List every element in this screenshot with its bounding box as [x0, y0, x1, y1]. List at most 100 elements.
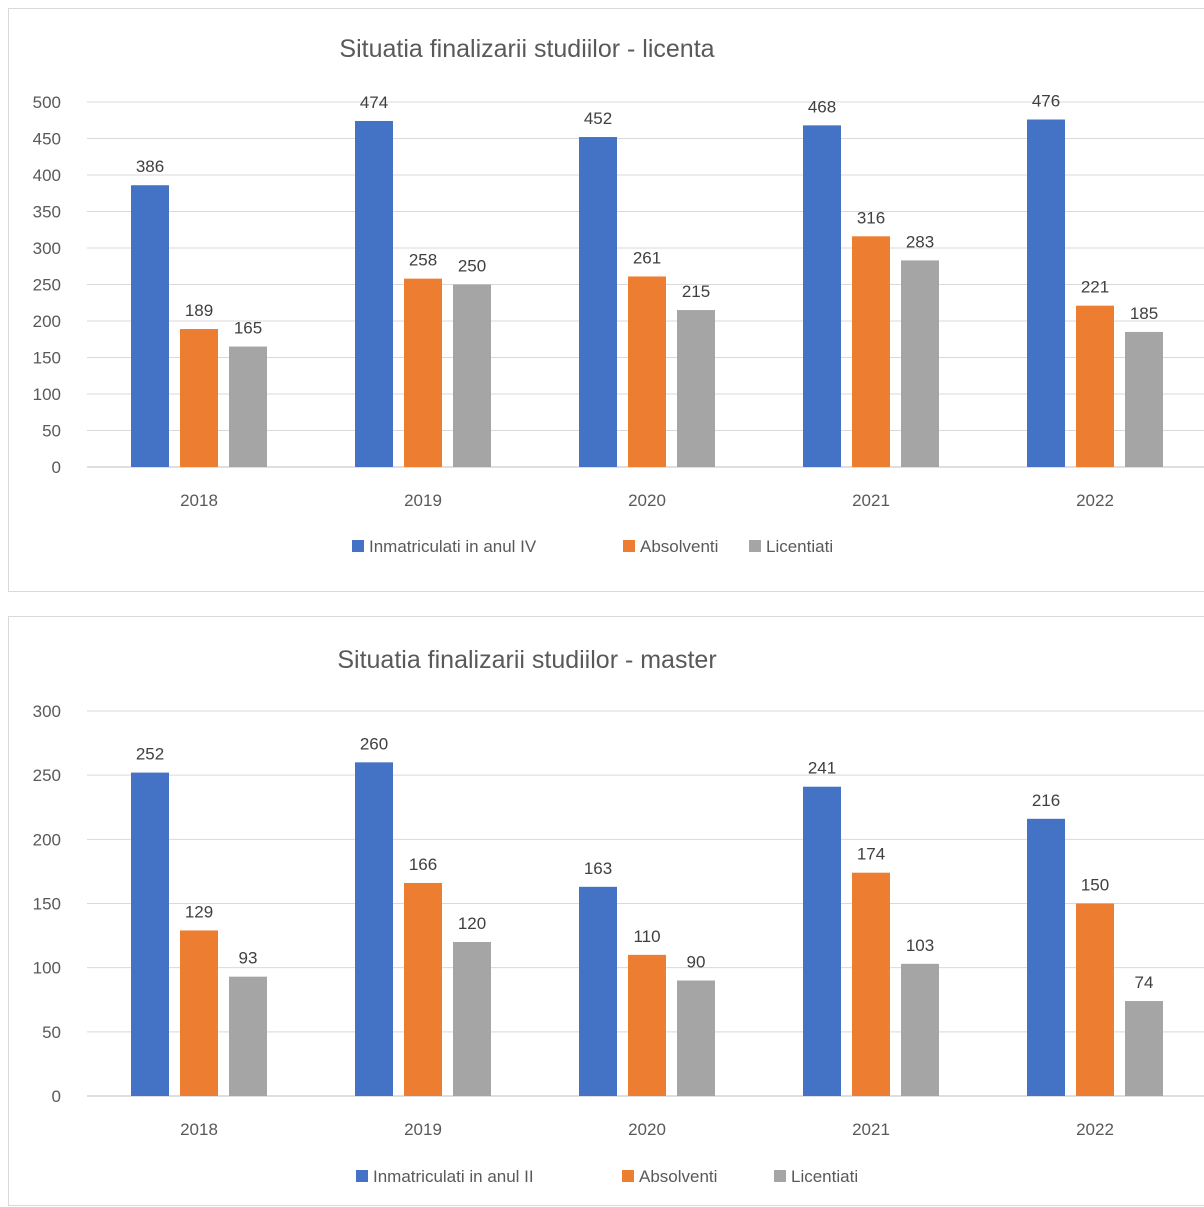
licenta-bar-absolventi-2018 [180, 329, 218, 467]
master-data-label: 103 [906, 936, 934, 955]
master-data-label: 129 [185, 902, 213, 921]
master-data-label: 166 [409, 855, 437, 874]
master-data-label: 120 [458, 914, 486, 933]
master-legend-label: Licentiati [791, 1167, 858, 1186]
master-data-label: 90 [687, 953, 706, 972]
master-bar-inmatriculati-in-anul-ii-2021 [803, 786, 841, 1096]
master-data-label: 241 [808, 759, 836, 778]
licenta-data-label: 476 [1032, 92, 1060, 111]
licenta-bar-inmatriculati-in-anul-iv-2022 [1027, 119, 1065, 468]
licenta-bar-licentiati-2020 [677, 310, 715, 467]
licenta-y-tick-label: 350 [33, 203, 61, 222]
master-bar-licentiati-2021 [901, 963, 939, 1096]
licenta-data-label: 261 [633, 248, 661, 267]
licenta-x-tick-label: 2021 [852, 491, 890, 510]
licenta-data-label: 221 [1081, 278, 1109, 297]
master-bar-licentiati-2020 [677, 980, 715, 1096]
licenta-y-tick-label: 150 [33, 349, 61, 368]
licenta-data-label: 468 [808, 97, 836, 116]
licenta-data-label: 165 [234, 319, 262, 338]
licenta-y-tick-label: 500 [33, 93, 61, 112]
master-bar-inmatriculati-in-anul-ii-2022 [1027, 818, 1065, 1096]
master-chart-panel: Situatia finalizarii studiilor - master 0… [8, 616, 1204, 1206]
master-x-tick-label: 2019 [404, 1120, 442, 1139]
master-chart: Situatia finalizarii studiilor - master 0… [33, 646, 1204, 1186]
master-x-tick-label: 2022 [1076, 1120, 1114, 1139]
licenta-x-tick-label: 2022 [1076, 491, 1114, 510]
licenta-chart-title: Situatia finalizarii studiilor - licenta [339, 35, 714, 63]
master-bar-inmatriculati-in-anul-ii-2018 [131, 772, 169, 1096]
licenta-y-tick-label: 200 [33, 312, 61, 331]
licenta-bar-absolventi-2020 [628, 276, 666, 467]
master-y-tick-label: 150 [33, 895, 61, 914]
master-data-label: 216 [1032, 791, 1060, 810]
licenta-bar-licentiati-2022 [1125, 331, 1163, 467]
licenta-data-label: 215 [682, 282, 710, 301]
master-bar-inmatriculati-in-anul-ii-2020 [579, 886, 617, 1096]
master-data-label: 252 [136, 745, 164, 764]
licenta-bar-inmatriculati-in-anul-iv-2019 [355, 120, 393, 467]
master-chart-title: Situatia finalizarii studiilor - master [337, 646, 716, 674]
licenta-legend-label: Inmatriculati in anul IV [369, 537, 537, 556]
licenta-data-label: 189 [185, 301, 213, 320]
licenta-bar-licentiati-2018 [229, 346, 267, 467]
licenta-data-label: 185 [1130, 304, 1158, 323]
licenta-bar-absolventi-2019 [404, 278, 442, 467]
licenta-x-tick-label: 2018 [180, 491, 218, 510]
licenta-x-tick-label: 2019 [404, 491, 442, 510]
master-y-tick-label: 0 [52, 1087, 61, 1106]
master-x-tick-label: 2018 [180, 1120, 218, 1139]
master-data-label: 150 [1081, 876, 1109, 895]
licenta-bar-licentiati-2019 [453, 284, 491, 467]
master-y-tick-label: 200 [33, 830, 61, 849]
licenta-data-label: 250 [458, 257, 486, 276]
licenta-data-label: 452 [584, 109, 612, 128]
licenta-legend-swatch-absolventi [623, 540, 635, 552]
master-data-label: 93 [239, 949, 258, 968]
licenta-data-label: 386 [136, 157, 164, 176]
licenta-y-tick-label: 0 [52, 458, 61, 477]
licenta-y-tick-label: 450 [33, 130, 61, 149]
licenta-y-tick-label: 400 [33, 166, 61, 185]
master-bar-licentiati-2019 [453, 942, 491, 1096]
licenta-legend-swatch-licentiati [749, 540, 761, 552]
licenta-bar-absolventi-2021 [852, 236, 890, 467]
master-legend-label: Absolventi [639, 1167, 717, 1186]
master-bar-inmatriculati-in-anul-ii-2019 [355, 762, 393, 1096]
master-legend-swatch-absolventi [622, 1170, 634, 1182]
licenta-y-tick-label: 100 [33, 385, 61, 404]
licenta-x-tick-label: 2020 [628, 491, 666, 510]
licenta-legend-label: Licentiati [766, 537, 833, 556]
licenta-bar-licentiati-2021 [901, 260, 939, 467]
licenta-data-label: 258 [409, 251, 437, 270]
licenta-y-tick-label: 300 [33, 239, 61, 258]
master-legend-swatch-licentiati [774, 1170, 786, 1182]
master-x-tick-label: 2021 [852, 1120, 890, 1139]
master-y-tick-label: 100 [33, 959, 61, 978]
master-data-label: 110 [633, 927, 660, 946]
master-bar-absolventi-2021 [852, 872, 890, 1096]
licenta-data-label: 474 [360, 93, 388, 112]
master-y-tick-label: 250 [33, 766, 61, 785]
master-y-tick-label: 300 [33, 702, 61, 721]
licenta-bar-absolventi-2022 [1076, 305, 1114, 467]
master-bar-absolventi-2022 [1076, 903, 1114, 1096]
licenta-chart: Situatia finalizarii studiilor - licenta… [33, 35, 1204, 556]
licenta-legend-swatch-inmatriculati-in-anul-iv [352, 540, 364, 552]
master-data-label: 163 [584, 859, 612, 878]
master-x-tick-label: 2020 [628, 1120, 666, 1139]
master-data-label: 260 [360, 734, 388, 753]
master-data-label: 74 [1135, 973, 1154, 992]
licenta-bar-inmatriculati-in-anul-iv-2020 [579, 137, 617, 468]
master-bar-licentiati-2022 [1125, 1001, 1163, 1096]
licenta-bar-inmatriculati-in-anul-iv-2018 [131, 185, 169, 467]
master-bar-absolventi-2019 [404, 882, 442, 1096]
master-legend-label: Inmatriculati in anul II [373, 1167, 534, 1186]
master-y-tick-label: 50 [42, 1023, 61, 1042]
master-bar-absolventi-2020 [628, 954, 666, 1096]
licenta-chart-panel: Situatia finalizarii studiilor - licenta… [8, 8, 1204, 592]
master-legend-swatch-inmatriculati-in-anul-ii [356, 1170, 368, 1182]
licenta-data-label: 283 [906, 232, 934, 251]
licenta-y-tick-label: 50 [42, 422, 61, 441]
master-bar-licentiati-2018 [229, 976, 267, 1096]
